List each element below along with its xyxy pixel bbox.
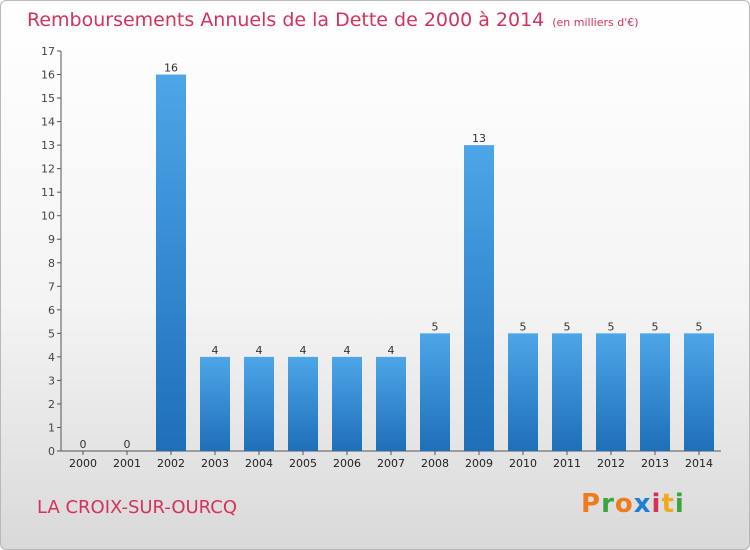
chart-title-text: Remboursements Annuels de la Dette de 20… xyxy=(27,9,545,31)
x-tick-label-2014: 2014 xyxy=(685,457,713,470)
y-tick-label: 17 xyxy=(41,45,55,58)
x-tick-label-2011: 2011 xyxy=(553,457,581,470)
x-tick-label-2005: 2005 xyxy=(289,457,317,470)
x-tick-label-2006: 2006 xyxy=(333,457,361,470)
y-tick-label: 6 xyxy=(48,304,55,317)
bar-2014 xyxy=(684,333,714,451)
logo-letter: t xyxy=(661,489,675,519)
proxiti-logo: Proxiti xyxy=(581,489,685,519)
y-tick-label: 15 xyxy=(41,92,55,105)
data-label-2011: 5 xyxy=(564,320,571,333)
x-tick-label-2007: 2007 xyxy=(377,457,405,470)
chart-unit-note: (en milliers d'€) xyxy=(552,16,639,29)
x-tick-label-2004: 2004 xyxy=(245,457,273,470)
data-label-2002: 16 xyxy=(164,62,178,75)
logo-letter: r xyxy=(601,489,615,519)
bar-2007 xyxy=(376,356,406,451)
logo-letter: x xyxy=(633,489,652,519)
x-tick-label-2010: 2010 xyxy=(509,457,537,470)
data-label-2004: 4 xyxy=(256,344,263,357)
bar-2004 xyxy=(244,356,274,451)
x-tick-label-2003: 2003 xyxy=(201,457,229,470)
data-label-2009: 13 xyxy=(472,132,486,145)
logo-letter: i xyxy=(674,489,685,519)
data-label-2013: 5 xyxy=(652,320,659,333)
y-tick-label: 8 xyxy=(48,257,55,270)
logo-letter: P xyxy=(581,489,602,519)
data-label-2000: 0 xyxy=(80,438,87,451)
bar-2011 xyxy=(552,333,582,451)
y-tick-label: 12 xyxy=(41,163,55,176)
y-tick-label: 0 xyxy=(48,445,55,458)
y-tick-label: 14 xyxy=(41,116,55,129)
x-tick-label-2009: 2009 xyxy=(465,457,493,470)
data-label-2003: 4 xyxy=(212,344,219,357)
logo-letter: i xyxy=(651,489,662,519)
bar-2006 xyxy=(332,356,362,451)
y-tick-label: 10 xyxy=(41,210,55,223)
data-label-2010: 5 xyxy=(520,320,527,333)
x-tick-label-2013: 2013 xyxy=(641,457,669,470)
x-tick-label-2012: 2012 xyxy=(597,457,625,470)
y-tick-label: 11 xyxy=(41,186,55,199)
y-tick-label: 3 xyxy=(48,374,55,387)
bar-2010 xyxy=(508,333,538,451)
bar-2003 xyxy=(200,356,230,451)
data-label-2007: 4 xyxy=(388,344,395,357)
x-tick-label-2000: 2000 xyxy=(69,457,97,470)
commune-name: LA CROIX-SUR-OURCQ xyxy=(37,497,238,518)
y-tick-label: 13 xyxy=(41,139,55,152)
data-label-2006: 4 xyxy=(344,344,351,357)
data-label-2012: 5 xyxy=(608,320,615,333)
y-tick-label: 5 xyxy=(48,327,55,340)
x-tick-label-2002: 2002 xyxy=(157,457,185,470)
bar-2012 xyxy=(596,333,626,451)
y-tick-label: 1 xyxy=(48,421,55,434)
bar-2002 xyxy=(156,74,186,451)
y-tick-label: 9 xyxy=(48,233,55,246)
bar-2009 xyxy=(464,145,494,451)
chart-title: Remboursements Annuels de la Dette de 20… xyxy=(27,9,639,31)
bar-2005 xyxy=(288,356,318,451)
data-label-2014: 5 xyxy=(696,320,703,333)
x-tick-label-2001: 2001 xyxy=(113,457,141,470)
logo-letter: o xyxy=(614,489,634,519)
y-tick-label: 4 xyxy=(48,351,55,364)
y-tick-label: 16 xyxy=(41,69,55,82)
data-label-2005: 4 xyxy=(300,344,307,357)
data-label-2001: 0 xyxy=(124,438,131,451)
x-tick-label-2008: 2008 xyxy=(421,457,449,470)
y-tick-label: 7 xyxy=(48,280,55,293)
bar-2008 xyxy=(420,333,450,451)
bar-2013 xyxy=(640,333,670,451)
y-tick-label: 2 xyxy=(48,398,55,411)
data-label-2008: 5 xyxy=(432,320,439,333)
